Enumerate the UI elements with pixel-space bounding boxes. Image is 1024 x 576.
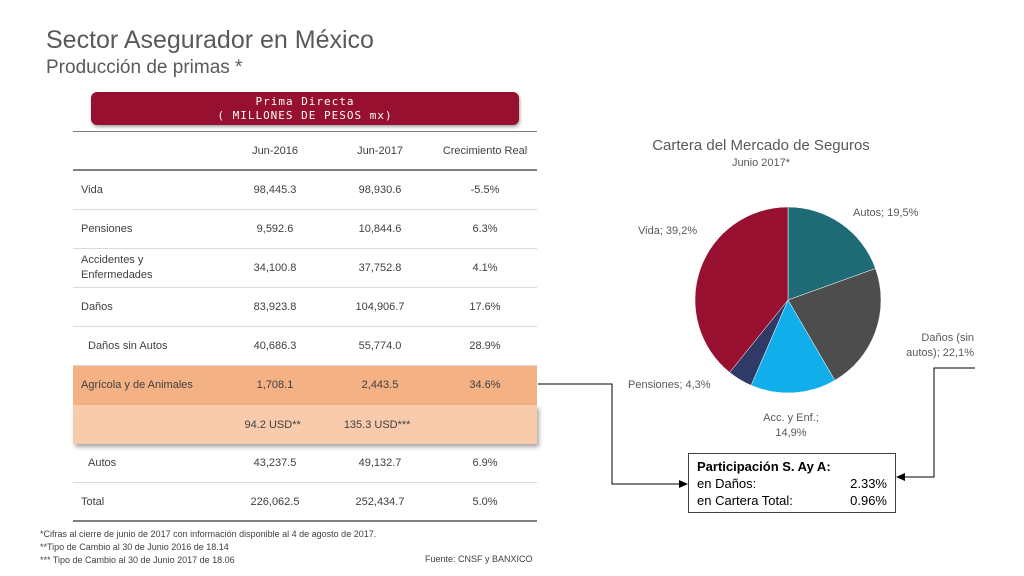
table-header-growth: Crecimiento Real — [442, 144, 528, 157]
chart-subtitle: Junio 2017* — [731, 157, 791, 169]
row-jun2017: 135.3 USD*** — [343, 418, 411, 431]
total-label: en Cartera Total: — [697, 493, 793, 508]
row-jun2017: 98,930.6 — [358, 184, 402, 196]
row-jun2017: 2,443.5 — [361, 379, 399, 391]
row-label: Pensiones — [81, 223, 133, 235]
participation-total: en Cartera Total: 0.96% — [697, 492, 887, 509]
pie-label-acc: Acc. y Enf.; 14,9% — [763, 412, 819, 439]
pie-label-pensiones: Pensiones; 4,3% — [628, 379, 711, 391]
row-jun2016: 226,062.5 — [250, 495, 300, 508]
participation-box: Participación S. Ay A: en Daños: 2.33% e… — [688, 453, 896, 513]
row-jun2017: 252,434.7 — [355, 495, 405, 508]
row-growth: 6.3% — [472, 223, 498, 235]
table-row-agricola-usd: 94.2 USD** 135.3 USD*** — [73, 405, 537, 444]
table-row-vida: Vida 98,445.3 98,930.6 -5.5% — [73, 171, 537, 210]
arrow-head-right — [896, 473, 905, 481]
table-row-agricola: Agrícola y de Animales 1,708.1 2,443.5 3… — [73, 366, 537, 405]
row-growth: 4.1% — [472, 262, 498, 274]
row-label: Daños — [81, 301, 113, 313]
chart-title: Cartera del Mercado de Seguros — [652, 137, 870, 154]
footnote-1: *Cifras al cierre de junio de 2017 con i… — [40, 529, 377, 539]
row-growth: -5.5% — [470, 184, 500, 196]
row-usd-values: 94.2 USD** 135.3 USD*** — [223, 405, 432, 444]
pie-slice-4 — [694, 206, 789, 373]
table-row-danos-sin-autos: Daños sin Autos 40,686.3 55,774.0 28.9% — [73, 327, 537, 366]
arrow-line-right — [902, 367, 975, 478]
row-jun2016: 34,100.8 — [253, 262, 297, 274]
row-jun2017: 49,132.7 — [358, 457, 402, 469]
danos-value: 2.33% — [850, 476, 887, 491]
pie-label-danos: Daños (sin autos); 22,1% — [906, 332, 974, 359]
row-growth: 5.0% — [472, 495, 498, 508]
pie-label-vida: Vida; 39,2% — [638, 225, 698, 237]
row-label: Daños sin Autos — [88, 340, 168, 352]
row-label: Vida — [81, 184, 103, 196]
premium-table: Jun-2016 Jun-2017 Crecimiento Real Vida … — [73, 131, 537, 522]
row-jun2016: 94.2 USD** — [244, 418, 301, 431]
arrow-line-left — [538, 383, 680, 485]
participation-danos: en Daños: 2.33% — [697, 475, 887, 492]
row-growth: 34.6% — [469, 379, 501, 391]
table-row-danos: Daños 83,923.8 104,906.7 17.6% — [73, 288, 537, 327]
row-jun2016: 43,237.5 — [253, 457, 297, 469]
row-growth: 6.9% — [472, 457, 498, 469]
table-row-accidentes: Accidentes y Enfermedades 34,100.8 37,75… — [73, 249, 537, 288]
table-banner: Prima Directa ( MILLONES DE PESOS mx) — [91, 92, 519, 125]
table-row-autos: Autos 43,237.5 49,132.7 6.9% — [73, 444, 537, 483]
row-jun2016: 98,445.3 — [253, 184, 297, 196]
connector-arrows — [538, 367, 975, 488]
danos-label: en Daños: — [697, 476, 757, 491]
row-label: Accidentes y Enfermedades — [81, 254, 153, 281]
page-title: Sector Asegurador en México — [46, 26, 374, 54]
source-note: Fuente: CNSF y BANXICO — [425, 554, 533, 564]
banner-line-1: Prima Directa — [255, 95, 355, 108]
row-jun2016: 1,708.1 — [256, 379, 294, 391]
table-row-total: Total 226,062.5 252,434.7 5.0% — [73, 483, 537, 522]
table-header-jun2016: Jun-2016 — [252, 144, 298, 157]
row-jun2016: 83,923.8 — [253, 301, 297, 313]
row-jun2017: 10,844.6 — [358, 223, 402, 235]
banner-line-2: ( MILLONES DE PESOS mx) — [217, 109, 393, 122]
row-jun2017: 55,774.0 — [358, 340, 402, 352]
table-header-row: Jun-2016 Jun-2017 Crecimiento Real — [73, 131, 537, 171]
pie-slice-2 — [750, 299, 836, 394]
pie-slice-1 — [787, 268, 882, 381]
pie-slice-0 — [787, 206, 876, 301]
row-growth: 17.6% — [469, 301, 501, 313]
row-label: Agrícola y de Animales — [81, 379, 193, 391]
row-label: Autos — [88, 457, 117, 469]
footnote-3: *** Tipo de Cambio al 30 de Junio 2017 d… — [40, 555, 235, 565]
pie-label-autos: Autos; 19,5% — [853, 207, 919, 219]
pie-slices — [694, 206, 882, 394]
page-subtitle: Producción de primas * — [46, 57, 243, 78]
arrow-head-left — [679, 480, 688, 488]
row-growth: 28.9% — [469, 340, 501, 352]
row-jun2017: 104,906.7 — [355, 301, 405, 313]
row-jun2017: 37,752.8 — [358, 262, 402, 274]
participation-title: Participación S. Ay A: — [697, 459, 831, 474]
table-header-jun2017: Jun-2017 — [357, 144, 403, 157]
footnote-2: **Tipo de Cambio al 30 de Junio 2016 de … — [40, 542, 229, 552]
footnotes: *Cifras al cierre de junio de 2017 con i… — [40, 528, 376, 567]
row-jun2016: 40,686.3 — [253, 340, 297, 352]
row-jun2016: 9,592.6 — [256, 223, 294, 235]
table-row-pensiones: Pensiones 9,592.6 10,844.6 6.3% — [73, 210, 537, 249]
total-value: 0.96% — [850, 493, 887, 508]
row-label: Total — [81, 495, 105, 508]
